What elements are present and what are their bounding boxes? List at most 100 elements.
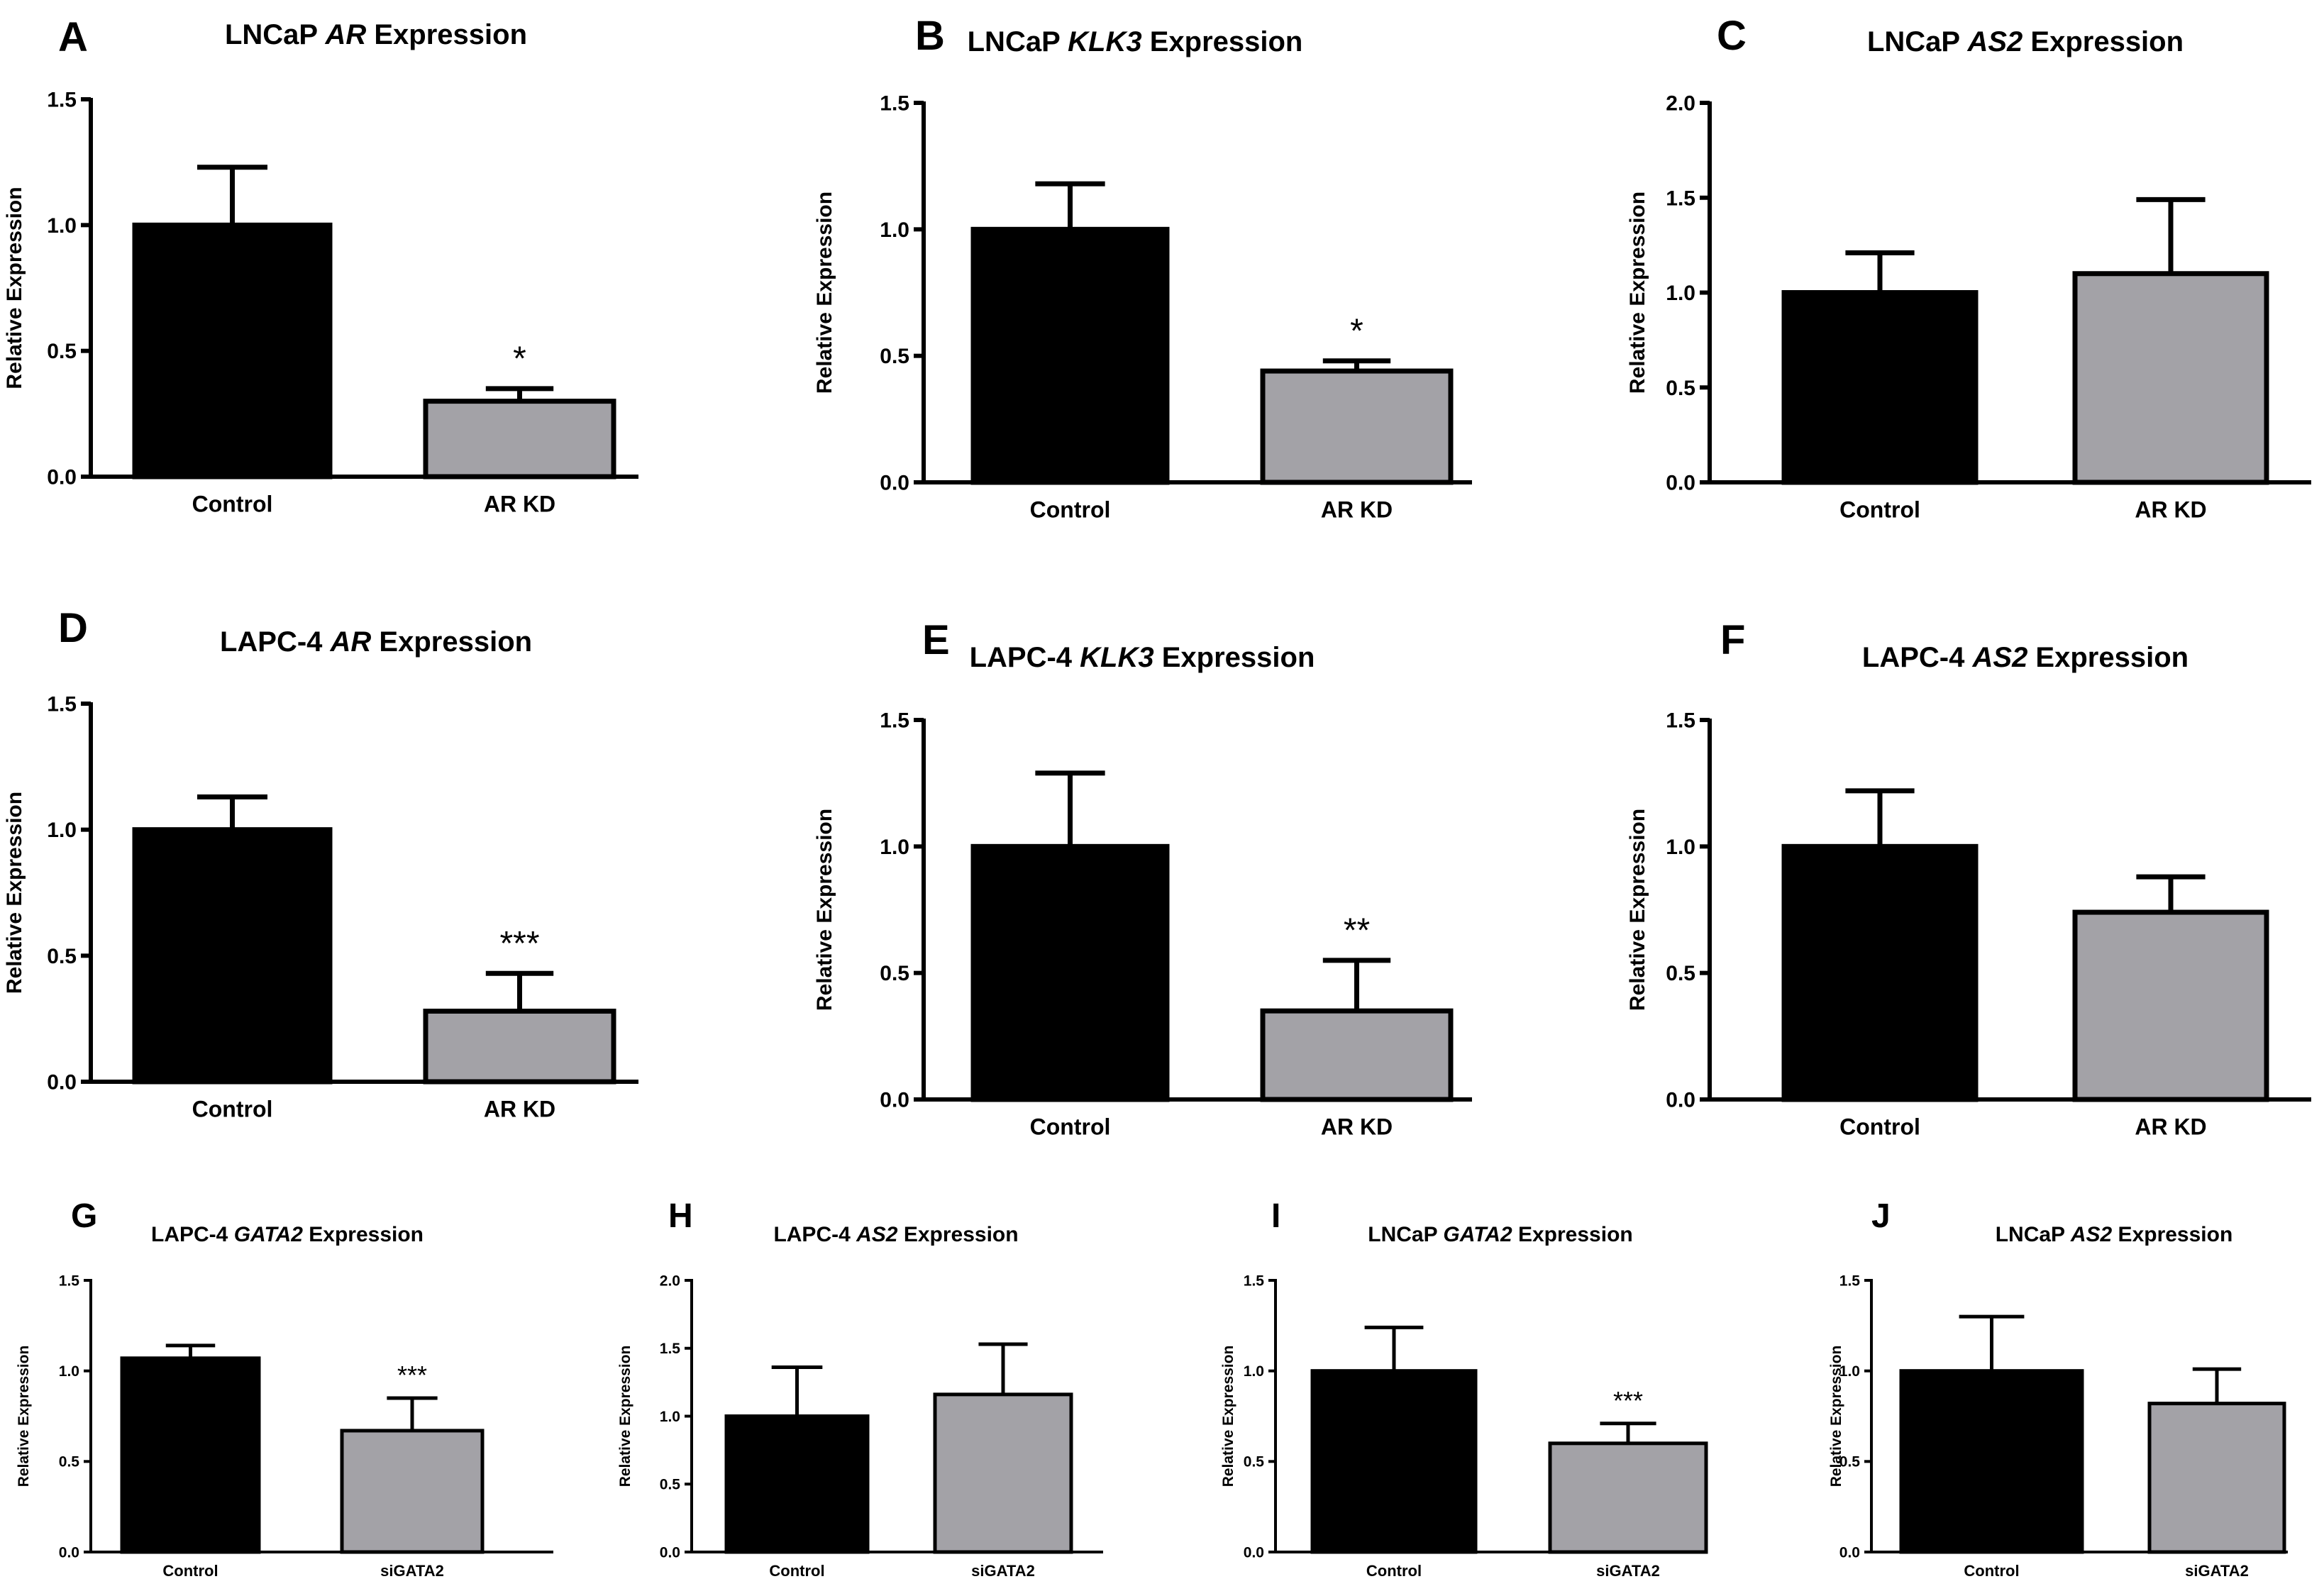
bar-control (970, 843, 1170, 1102)
y-tick-label: 0.0 (1666, 472, 1695, 495)
x-category-label: Control (1030, 1114, 1111, 1140)
y-tick-label: 1.0 (1666, 836, 1695, 859)
bar-control (724, 1414, 870, 1554)
y-tick-label: 1.5 (880, 92, 909, 116)
panel-j: J LNCaP AS2 Expression Relative Expression… (1828, 1197, 2288, 1580)
panel-c: C LNCaP AS2 Expression Relative Expression… (1626, 13, 2311, 523)
y-tick-label: 0.5 (880, 962, 909, 985)
significance-marker: *** (1613, 1386, 1643, 1415)
title-part: Expression (371, 626, 532, 658)
panel-h: H LAPC-4 AS2 Expression Relative Expressio… (617, 1197, 1103, 1580)
bar-treatment (1548, 1441, 1708, 1554)
bar-control (120, 1356, 261, 1554)
bar-treatment (1260, 368, 1454, 485)
chart-title: LAPC-4 AR Expression (220, 626, 532, 658)
title-part: Expression (1154, 642, 1315, 673)
title-part: Expression (897, 1223, 1018, 1246)
significance-marker: *** (499, 925, 539, 963)
x-category-label: Control (162, 1562, 218, 1580)
bar-treatment (2147, 1402, 2286, 1554)
title-part: Expression (2027, 642, 2189, 673)
x-category-label: Control (1366, 1562, 1422, 1580)
y-tick-label: 1.0 (59, 1363, 79, 1380)
x-category-label: siGATA2 (380, 1562, 444, 1580)
bar-control (1781, 843, 1979, 1102)
significance-marker: *** (397, 1361, 427, 1390)
y-tick-label: 0.5 (880, 345, 909, 368)
bar-treatment (340, 1429, 485, 1554)
title-part: LAPC-4 (220, 626, 331, 658)
y-tick-label: 1.0 (880, 218, 909, 242)
panel-a: A LNCaP AR Expression Relative Expression 0… (3, 14, 638, 517)
y-tick-label: 2.0 (660, 1273, 680, 1289)
chart-title: LNCaP GATA2 Expression (1368, 1223, 1632, 1246)
chart-title: LAPC-4 AS2 Expression (773, 1223, 1018, 1246)
title-part: LAPC-4 (773, 1223, 856, 1246)
panel-b: B LNCaP KLK3 Expression Relative Expressio… (813, 13, 1472, 523)
y-tick-label: 0.0 (880, 472, 909, 495)
bar-treatment (2072, 271, 2269, 485)
title-part: LNCaP (1368, 1223, 1443, 1246)
bar-control (970, 226, 1170, 485)
y-tick-label: 1.5 (1839, 1273, 1861, 1289)
y-tick-label: 0.5 (660, 1477, 681, 1493)
y-tick-label: 0.0 (1839, 1544, 1860, 1561)
panel-f: F LAPC-4 AS2 Expression Relative Expressio… (1626, 617, 2311, 1140)
y-axis-label: Relative Expression (1828, 1346, 1844, 1487)
title-part: Expression (2023, 26, 2184, 57)
title-part: Expression (1142, 26, 1303, 57)
y-tick-label: 1.5 (1666, 709, 1695, 733)
title-gene-name: AS2 (2070, 1223, 2113, 1246)
y-tick-label: 0.5 (47, 340, 77, 363)
x-category-label: Control (1839, 497, 1920, 523)
x-category-label: siGATA2 (2185, 1562, 2249, 1580)
y-tick-label: 0.0 (59, 1544, 79, 1561)
chart-title: LAPC-4 KLK3 Expression (970, 642, 1315, 673)
bar-treatment (1260, 1008, 1454, 1102)
y-tick-label: 1.5 (660, 1341, 681, 1357)
y-tick-label: 1.0 (47, 214, 77, 238)
x-category-label: AR KD (2135, 1114, 2206, 1140)
title-gene-name: AS2 (856, 1223, 898, 1246)
y-tick-label: 1.5 (1244, 1273, 1265, 1289)
y-axis-label: Relative Expression (813, 192, 836, 394)
panel-i: I LNCaP GATA2 Expression Relative Expressi… (1220, 1197, 1708, 1580)
x-category-label: AR KD (484, 492, 555, 517)
x-category-label: AR KD (1321, 1114, 1393, 1140)
bar-treatment (933, 1392, 1073, 1554)
x-category-label: AR KD (2135, 497, 2206, 523)
panel-d: D LAPC-4 AR Expression Relative Expression… (3, 605, 638, 1122)
y-tick-label: 1.0 (47, 819, 77, 842)
chart-title: LNCaP AR Expression (225, 19, 527, 50)
title-gene-name: GATA2 (1443, 1223, 1512, 1246)
x-category-label: Control (192, 1097, 273, 1122)
y-tick-label: 1.0 (1666, 282, 1695, 305)
y-axis-label: Relative Expression (3, 187, 26, 389)
y-tick-label: 1.5 (1666, 187, 1695, 210)
title-gene-name: KLK3 (1068, 26, 1141, 57)
y-tick-label: 1.0 (880, 836, 909, 859)
title-part: Expression (366, 19, 527, 50)
title-gene-name: GATA2 (234, 1223, 304, 1246)
y-tick-label: 0.0 (1666, 1089, 1695, 1112)
y-axis-label: Relative Expression (1626, 809, 1649, 1011)
y-tick-label: 0.5 (1666, 377, 1695, 400)
x-category-label: Control (1030, 497, 1111, 523)
title-part: Expression (303, 1223, 424, 1246)
title-part: LNCaP (1996, 1223, 2071, 1246)
y-tick-label: 0.0 (880, 1089, 909, 1112)
y-axis-label: Relative Expression (1220, 1346, 1236, 1487)
y-tick-label: 1.5 (47, 693, 77, 716)
x-category-label: AR KD (484, 1097, 555, 1122)
title-gene-name: AR (330, 626, 372, 658)
title-part: Expression (1512, 1223, 1633, 1246)
bar-control (1310, 1369, 1478, 1554)
y-tick-label: 1.5 (47, 89, 77, 112)
y-axis-label: Relative Expression (1626, 192, 1649, 394)
bar-control (1899, 1369, 2084, 1554)
chart-title: LNCaP AS2 Expression (1867, 26, 2184, 57)
title-gene-name: AR (324, 19, 366, 50)
chart-title: LNCaP KLK3 Expression (968, 26, 1303, 57)
bar-treatment (423, 1009, 616, 1085)
